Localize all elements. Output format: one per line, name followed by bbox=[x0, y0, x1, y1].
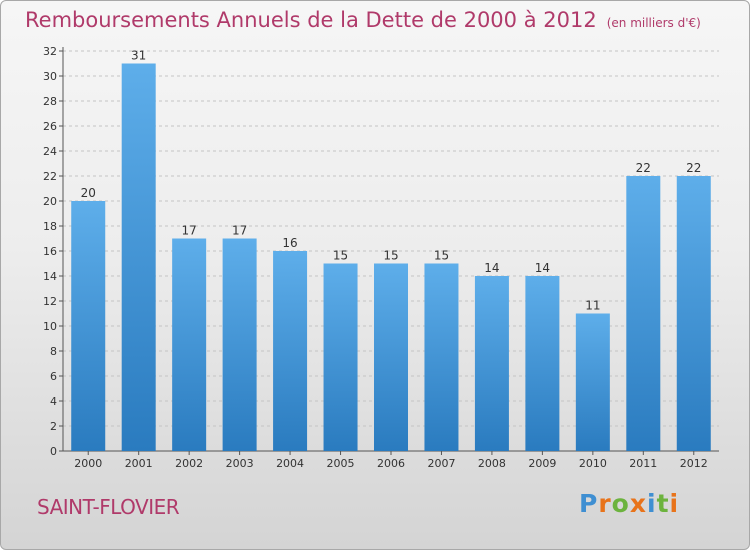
bar bbox=[424, 263, 459, 451]
x-tick-label: 2008 bbox=[478, 457, 506, 470]
logo-letter: x bbox=[629, 489, 647, 518]
x-tick-label: 2006 bbox=[377, 457, 405, 470]
logo-letter: o bbox=[611, 489, 630, 518]
x-tick-label: 2012 bbox=[680, 457, 708, 470]
y-tick-label: 24 bbox=[43, 145, 57, 158]
y-tick-label: 26 bbox=[43, 120, 57, 133]
bar bbox=[374, 263, 408, 451]
logo-letter: P bbox=[579, 489, 599, 518]
chart-unit: (en milliers d'€) bbox=[606, 16, 701, 30]
x-tick-label: 2003 bbox=[226, 457, 254, 470]
y-tick-label: 22 bbox=[43, 170, 57, 183]
bar-value-label: 17 bbox=[232, 224, 247, 238]
bar-value-label: 15 bbox=[434, 249, 449, 263]
y-tick-label: 18 bbox=[43, 220, 57, 233]
y-tick-label: 8 bbox=[50, 345, 57, 358]
bar-value-label: 14 bbox=[535, 261, 550, 275]
chart-title: Remboursements Annuels de la Dette de 20… bbox=[25, 8, 701, 32]
bar bbox=[172, 238, 207, 451]
y-tick-label: 0 bbox=[50, 445, 57, 458]
logo-letter: r bbox=[598, 489, 612, 518]
bar bbox=[323, 263, 358, 451]
bar-value-label: 22 bbox=[686, 161, 701, 175]
labels: 0246810121416182022242628303220200031200… bbox=[43, 45, 708, 470]
x-tick-label: 2005 bbox=[327, 457, 355, 470]
bar bbox=[575, 313, 610, 451]
bar bbox=[525, 276, 560, 451]
bar-value-label: 15 bbox=[333, 249, 348, 263]
bar bbox=[626, 176, 661, 451]
y-tick-label: 14 bbox=[43, 270, 57, 283]
logo-letter: i bbox=[669, 489, 680, 518]
x-tick-label: 2007 bbox=[427, 457, 455, 470]
x-tick-label: 2002 bbox=[175, 457, 203, 470]
bar-value-label: 22 bbox=[636, 161, 651, 175]
logo-letter: i bbox=[647, 489, 657, 518]
y-tick-label: 28 bbox=[43, 95, 57, 108]
y-tick-label: 10 bbox=[43, 320, 57, 333]
x-tick-label: 2011 bbox=[629, 457, 657, 470]
bar-value-label: 16 bbox=[282, 236, 297, 250]
proxiti-logo[interactable]: Proxiti bbox=[579, 489, 679, 518]
bar-value-label: 14 bbox=[484, 261, 499, 275]
bar bbox=[676, 176, 711, 451]
bar bbox=[474, 276, 509, 451]
bar bbox=[121, 63, 156, 451]
bar bbox=[273, 251, 308, 451]
logo-letter: t bbox=[656, 489, 670, 518]
x-tick-label: 2001 bbox=[125, 457, 153, 470]
y-tick-label: 2 bbox=[50, 420, 57, 433]
bar bbox=[71, 201, 106, 451]
bar-value-label: 15 bbox=[383, 249, 398, 263]
x-tick-label: 2009 bbox=[528, 457, 556, 470]
x-tick-label: 2010 bbox=[579, 457, 607, 470]
y-tick-label: 30 bbox=[43, 70, 57, 83]
bar-value-label: 20 bbox=[81, 186, 96, 200]
commune-name: SAINT-FLOVIER bbox=[37, 495, 180, 519]
y-tick-label: 12 bbox=[43, 295, 57, 308]
bar-value-label: 11 bbox=[585, 299, 600, 313]
y-tick-label: 32 bbox=[43, 45, 57, 58]
x-tick-label: 2000 bbox=[74, 457, 102, 470]
bar-value-label: 31 bbox=[131, 49, 146, 63]
y-tick-label: 4 bbox=[50, 395, 57, 408]
y-tick-label: 20 bbox=[43, 195, 57, 208]
bar bbox=[222, 238, 257, 451]
bars bbox=[71, 63, 711, 451]
chart-title-text: Remboursements Annuels de la Dette de 20… bbox=[25, 8, 597, 32]
x-tick-label: 2004 bbox=[276, 457, 304, 470]
bar-value-label: 17 bbox=[182, 224, 197, 238]
y-tick-label: 6 bbox=[50, 370, 57, 383]
y-tick-label: 16 bbox=[43, 245, 57, 258]
